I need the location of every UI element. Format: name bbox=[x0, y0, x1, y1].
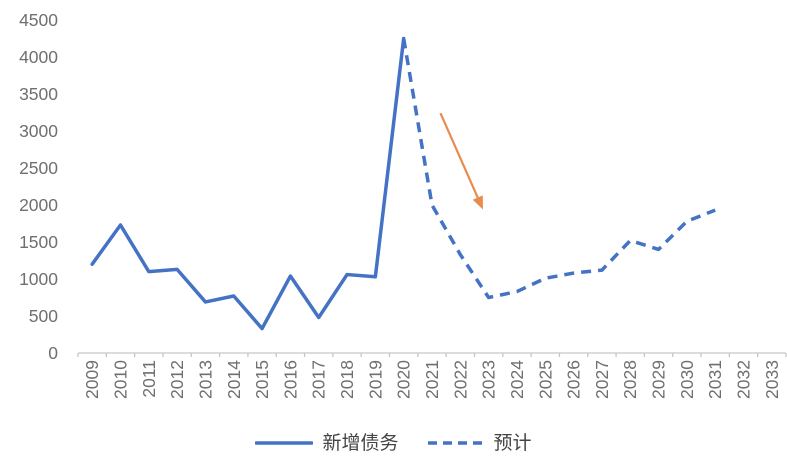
legend-item-new-debt: 新增债务 bbox=[255, 432, 399, 454]
x-axis-label: 2012 bbox=[167, 360, 187, 399]
legend-item-forecast: 预计 bbox=[427, 434, 532, 453]
x-axis-label: 2011 bbox=[139, 360, 159, 398]
chart-legend: 新增债务 预计 bbox=[0, 426, 787, 460]
x-axis-label: 2030 bbox=[677, 360, 697, 399]
x-axis-label: 2021 bbox=[422, 360, 442, 399]
x-axis-label: 2023 bbox=[479, 360, 499, 399]
solid-line-swatch bbox=[255, 441, 314, 445]
y-axis-label: 2000 bbox=[19, 195, 58, 215]
x-axis-label: 2029 bbox=[649, 360, 669, 399]
legend-label-forecast: 预计 bbox=[493, 432, 532, 454]
x-axis-label: 2032 bbox=[734, 360, 754, 399]
y-axis-label: 500 bbox=[29, 306, 58, 326]
x-axis-label: 2031 bbox=[705, 360, 725, 399]
x-axis-label: 2028 bbox=[620, 360, 640, 399]
debt-line-chart: 0 500 1000 1500 2000 2500 3000 3500 4000 4500 2009… bbox=[19, 10, 787, 399]
y-axis-label: 2500 bbox=[19, 158, 58, 178]
x-axis-label: 2020 bbox=[394, 360, 414, 399]
y-axis-label: 4500 bbox=[19, 10, 58, 30]
x-axis-label: 2015 bbox=[252, 360, 272, 399]
x-axis-label: 2013 bbox=[195, 360, 215, 399]
x-axis-label: 2027 bbox=[592, 360, 612, 399]
x-axis-label: 2010 bbox=[110, 360, 130, 399]
series-line-forecast bbox=[401, 38, 716, 300]
y-axis-label: 1000 bbox=[19, 269, 58, 289]
x-axis-label: 2025 bbox=[535, 360, 555, 399]
dashed-line-swatch bbox=[427, 441, 484, 445]
trend-arrow-shaft bbox=[439, 112, 480, 201]
y-axis-label: 3500 bbox=[19, 84, 58, 104]
x-axis-label: 2009 bbox=[82, 360, 102, 399]
y-axis-label: 1500 bbox=[19, 232, 58, 252]
series-line-actual bbox=[90, 36, 406, 331]
x-axis-label: 2033 bbox=[762, 360, 782, 399]
x-axis-label: 2017 bbox=[309, 360, 329, 399]
y-axis-label: 0 bbox=[48, 343, 58, 363]
y-axis-label: 4000 bbox=[19, 47, 58, 67]
x-axis-label: 2022 bbox=[450, 360, 470, 399]
x-axis-label: 2016 bbox=[280, 360, 300, 399]
x-axis-label: 2019 bbox=[365, 360, 385, 399]
x-axis-label: 2014 bbox=[224, 360, 244, 399]
trend-arrow-head bbox=[472, 195, 483, 210]
legend-label-new-debt: 新增债务 bbox=[322, 432, 399, 454]
x-axis-label: 2018 bbox=[337, 360, 357, 399]
x-axis-label: 2026 bbox=[564, 360, 584, 399]
x-axis-label: 2024 bbox=[507, 360, 527, 399]
y-axis-label: 3000 bbox=[19, 121, 58, 141]
